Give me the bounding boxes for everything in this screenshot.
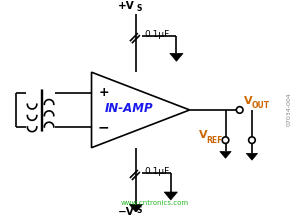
Circle shape xyxy=(249,137,255,143)
Text: www.cntronics.com: www.cntronics.com xyxy=(121,200,189,206)
Text: +: + xyxy=(98,87,109,99)
Polygon shape xyxy=(129,204,142,212)
Text: REF: REF xyxy=(207,136,223,145)
Polygon shape xyxy=(246,153,258,160)
Text: V: V xyxy=(244,95,253,106)
Text: −V: −V xyxy=(118,207,135,217)
Circle shape xyxy=(236,107,243,113)
Text: 07034-004: 07034-004 xyxy=(286,92,291,126)
Polygon shape xyxy=(164,192,177,200)
Text: S: S xyxy=(137,4,142,13)
Text: V: V xyxy=(199,130,208,140)
Text: OUT: OUT xyxy=(252,101,270,110)
Polygon shape xyxy=(220,152,231,158)
Circle shape xyxy=(222,137,229,143)
Text: S: S xyxy=(137,206,142,215)
Text: −: − xyxy=(98,120,110,134)
Text: 0.1μF: 0.1μF xyxy=(144,167,170,176)
Polygon shape xyxy=(170,53,183,61)
Text: +V: +V xyxy=(118,1,135,11)
Polygon shape xyxy=(92,72,190,148)
Text: 0.1μF: 0.1μF xyxy=(144,30,170,39)
Text: IN-AMP: IN-AMP xyxy=(105,102,154,114)
